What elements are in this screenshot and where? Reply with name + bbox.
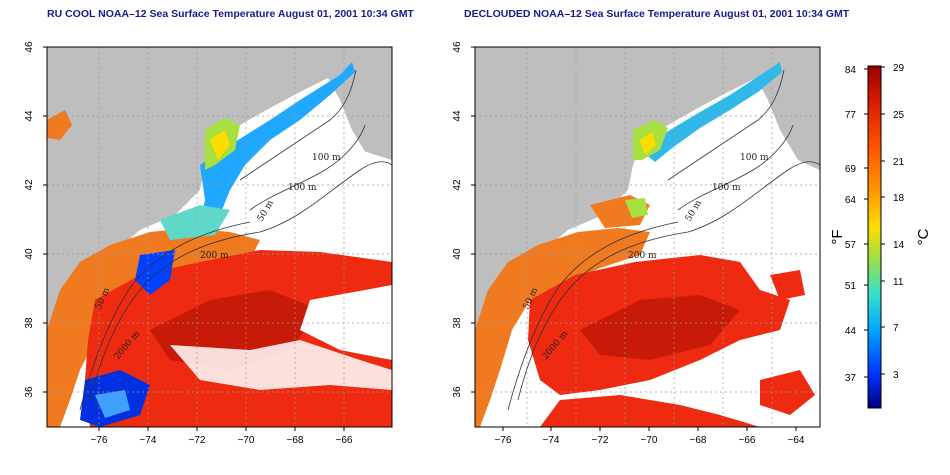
contour-label: 100 m bbox=[712, 183, 741, 193]
celsius-tick: 3 bbox=[893, 370, 899, 381]
fahrenheit-tick: 77 bbox=[845, 110, 857, 121]
left-map-panel: 100 m 100 m 50 m 200 m 50 m 2000 m −76 −… bbox=[24, 41, 393, 446]
lon-tick: −66 bbox=[739, 435, 756, 446]
celsius-tick: 14 bbox=[893, 240, 905, 251]
lon-tick: −66 bbox=[336, 435, 353, 446]
celsius-tick: 21 bbox=[893, 157, 905, 168]
contour-label: 100 m bbox=[740, 153, 769, 163]
lat-tick: 38 bbox=[24, 317, 35, 329]
celsius-unit-label: °C bbox=[915, 228, 932, 245]
lat-tick: 36 bbox=[24, 386, 35, 398]
cold-coastal-water bbox=[200, 62, 355, 230]
fahrenheit-tick: 69 bbox=[845, 164, 857, 175]
celsius-tick: 11 bbox=[893, 277, 904, 288]
lat-tick: 36 bbox=[452, 386, 463, 398]
lon-tick: −70 bbox=[641, 435, 658, 446]
lat-tick: 40 bbox=[452, 248, 463, 260]
shelf-warm-water bbox=[47, 228, 260, 427]
fahrenheit-tick: 57 bbox=[845, 240, 857, 251]
left-panel-title: RU COOL NOAA–12 Sea Surface Temperature … bbox=[47, 8, 414, 20]
contour-label: 100 m bbox=[288, 183, 317, 193]
lat-tick: 42 bbox=[24, 179, 35, 191]
lon-tick: −64 bbox=[788, 435, 805, 446]
fahrenheit-unit-label: °F bbox=[829, 229, 846, 244]
celsius-tick: 29 bbox=[893, 63, 905, 74]
cold-coastal-water bbox=[640, 62, 782, 162]
lon-tick: −72 bbox=[592, 435, 609, 446]
land-mass bbox=[475, 47, 820, 427]
fahrenheit-tick: 51 bbox=[845, 281, 857, 292]
contour-label: 100 m bbox=[312, 153, 341, 163]
contour-label: 200 m bbox=[200, 251, 229, 261]
shelf-warm-water bbox=[475, 228, 650, 427]
lon-tick: −72 bbox=[189, 435, 206, 446]
right-map-panel: 100 m 100 m 50 m 200 m 50 m 2000 m −76 −… bbox=[452, 41, 821, 446]
right-panel-title: DECLOUDED NOAA–12 Sea Surface Temperatur… bbox=[464, 8, 850, 20]
celsius-tick: 7 bbox=[893, 323, 899, 334]
fahrenheit-tick: 44 bbox=[845, 326, 857, 337]
land-mass bbox=[47, 47, 392, 427]
lon-tick: −76 bbox=[91, 435, 108, 446]
celsius-tick: 25 bbox=[893, 110, 905, 121]
lat-tick: 38 bbox=[452, 317, 463, 329]
lat-tick: 46 bbox=[452, 41, 463, 53]
gulf-stream-core bbox=[580, 295, 740, 360]
lon-tick: −70 bbox=[238, 435, 255, 446]
lat-tick: 40 bbox=[24, 248, 35, 260]
contour-label: 200 m bbox=[628, 251, 657, 261]
lat-tick: 42 bbox=[452, 179, 463, 191]
fahrenheit-tick: 37 bbox=[845, 373, 857, 384]
lon-tick: −68 bbox=[287, 435, 304, 446]
lon-tick: −76 bbox=[495, 435, 512, 446]
lat-tick: 44 bbox=[452, 110, 463, 122]
color-bar bbox=[867, 65, 882, 409]
celsius-tick: 18 bbox=[893, 193, 905, 204]
lon-tick: −68 bbox=[690, 435, 707, 446]
lat-tick: 44 bbox=[24, 110, 35, 122]
color-scale-legend: 84 77 69 64 57 51 44 37 29 25 21 18 14 1… bbox=[829, 63, 932, 409]
lon-tick: −74 bbox=[543, 435, 560, 446]
fahrenheit-tick: 84 bbox=[845, 65, 857, 76]
lon-tick: −74 bbox=[140, 435, 157, 446]
fahrenheit-tick: 64 bbox=[845, 195, 857, 206]
lat-tick: 46 bbox=[24, 41, 35, 53]
